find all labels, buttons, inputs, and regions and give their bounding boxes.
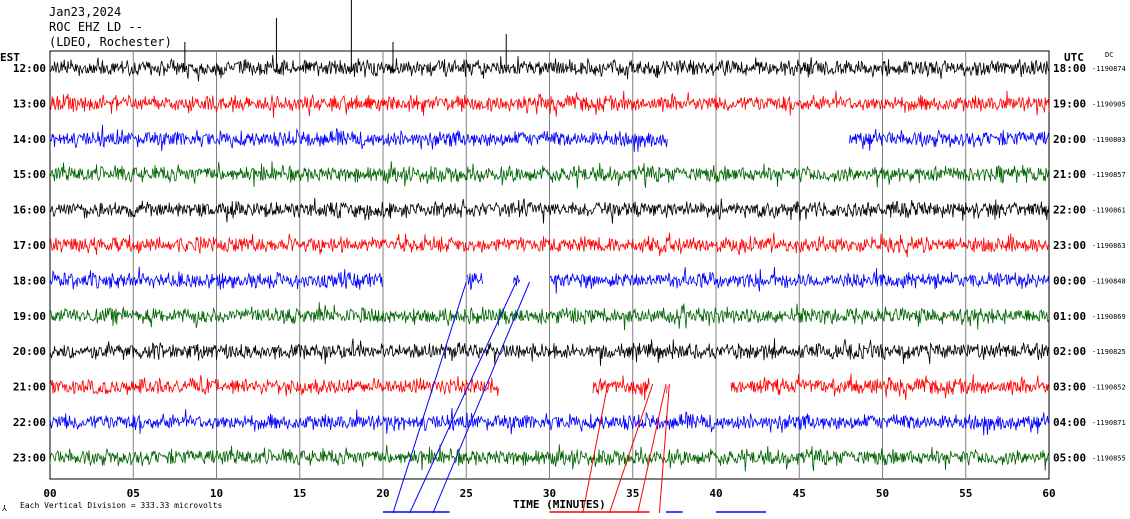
slant-artifact	[392, 281, 467, 514]
est-hour-label: 12:00	[13, 62, 46, 75]
trace-row	[49, 266, 1050, 294]
utc-hour-label: 23:00	[1053, 239, 1086, 252]
dc-offset-value: -1190871	[1092, 419, 1126, 427]
trace-row	[49, 373, 1050, 401]
trace-row	[49, 444, 1050, 472]
record-date: Jan23,2024	[49, 5, 121, 19]
x-tick-label: 50	[876, 487, 889, 500]
est-hour-label: 23:00	[13, 451, 46, 464]
trace-row	[49, 338, 1050, 366]
utc-hour-label: 20:00	[1053, 133, 1086, 146]
est-hour-label: 17:00	[13, 239, 46, 252]
slant-artifact	[658, 383, 670, 514]
est-hour-label: 13:00	[13, 97, 46, 110]
dc-offset-value: -1190852	[1092, 384, 1126, 392]
dc-offset-header: DC	[1105, 51, 1113, 59]
slant-artifact	[409, 281, 517, 514]
utc-hour-label: 19:00	[1053, 97, 1086, 110]
dc-offset-value: -1190857	[1092, 171, 1126, 179]
x-tick-label: 20	[376, 487, 389, 500]
x-tick-label: 55	[959, 487, 972, 500]
est-hour-label: 14:00	[13, 133, 46, 146]
utc-hour-label: 00:00	[1053, 274, 1086, 287]
trace-row	[49, 90, 1050, 118]
trace-row	[49, 232, 1050, 258]
vertical-grid	[132, 51, 967, 479]
x-tick-label: 40	[709, 487, 722, 500]
est-hour-label: 22:00	[13, 416, 46, 429]
trace-row	[49, 197, 1050, 224]
est-hour-label: 21:00	[13, 381, 46, 394]
row-labels: 12:00 18:00 -1190874 13:00 19:00 -1190905 14:0…	[13, 62, 1126, 464]
dc-offset-value: -1190825	[1092, 348, 1126, 356]
dc-offset-value: -1190869	[1092, 313, 1126, 321]
utc-hour-label: 01:00	[1053, 310, 1086, 323]
dc-offset-value: -1190855	[1092, 454, 1126, 462]
trace-row	[49, 407, 1050, 436]
x-axis-title: TIME (MINUTES)	[513, 498, 606, 511]
utc-hour-label: 05:00	[1053, 451, 1086, 464]
station-code: ROC EHZ LD --	[49, 20, 143, 34]
est-hour-label: 19:00	[13, 310, 46, 323]
dc-offset-value: -1190863	[1092, 242, 1126, 250]
slant-artifact	[432, 281, 530, 514]
slant-artifact	[608, 383, 654, 514]
x-tick-label: 15	[293, 487, 306, 500]
small-marker-icon: ⅄	[1, 504, 7, 513]
utc-hour-label: 18:00	[1053, 62, 1086, 75]
trace-row	[49, 124, 1050, 153]
x-axis-ticks: 00 05 10 15 20 25 30 35 40 45 50 55 60	[43, 487, 1055, 500]
utc-hour-label: 02:00	[1053, 345, 1086, 358]
x-tick-label: 05	[127, 487, 140, 500]
x-tick-label: 30	[543, 487, 556, 500]
est-hour-label: 20:00	[13, 345, 46, 358]
x-tick-label: 35	[626, 487, 639, 500]
trace-row	[49, 54, 1050, 82]
utc-hour-label: 22:00	[1053, 204, 1086, 217]
event-spikes	[184, 0, 766, 514]
x-tick-label: 00	[43, 487, 56, 500]
right-timezone-label: UTC	[1064, 51, 1084, 64]
seismic-traces	[49, 54, 1050, 472]
scale-note: Each Vertical Division = 333.33 microvol…	[20, 501, 222, 510]
dc-offset-value: -1190861	[1092, 207, 1126, 215]
dc-offset-value: -1190905	[1092, 100, 1126, 108]
x-tick-label: 10	[210, 487, 223, 500]
utc-hour-label: 03:00	[1053, 381, 1086, 394]
dc-offset-value: -1190874	[1092, 65, 1126, 73]
dc-offset-value: -1190848	[1092, 277, 1126, 285]
x-tick-label: 25	[460, 487, 473, 500]
est-hour-label: 15:00	[13, 168, 46, 181]
utc-hour-label: 04:00	[1053, 416, 1086, 429]
trace-row	[49, 302, 1050, 331]
est-hour-label: 16:00	[13, 204, 46, 217]
dc-offset-value: -1190803	[1092, 136, 1126, 144]
est-hour-label: 18:00	[13, 274, 46, 287]
network-name: (LDEO, Rochester)	[49, 35, 172, 49]
slant-artifact	[637, 383, 667, 514]
left-timezone-label: EST	[0, 51, 20, 64]
x-tick-label: 60	[1042, 487, 1055, 500]
utc-hour-label: 21:00	[1053, 168, 1086, 181]
x-tick-label: 45	[793, 487, 806, 500]
trace-row	[49, 161, 1050, 189]
slant-artifact	[582, 383, 609, 514]
